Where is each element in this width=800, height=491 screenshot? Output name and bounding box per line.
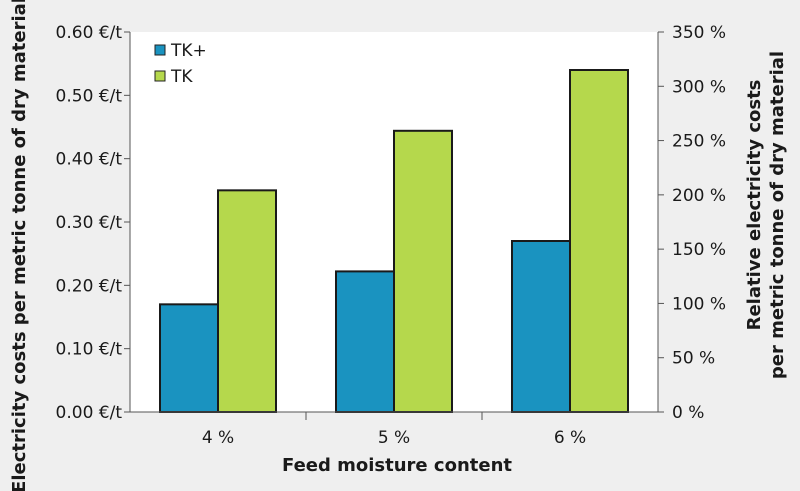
x-tick-label: 5 %: [378, 428, 410, 448]
y-tick-label-left: 0.10 €/t: [56, 340, 123, 360]
y-tick-label-right: 0 %: [672, 403, 704, 423]
y-tick-label-right: 150 %: [672, 240, 726, 260]
y-axis-title-left: Electricity costs per metric tonne of dr…: [9, 0, 30, 491]
bar-tk-3: [569, 69, 629, 413]
legend-swatch-tk: [154, 70, 166, 82]
legend-swatch-tk-plus: [154, 44, 166, 56]
y-tick-label-left: 0.50 €/t: [56, 86, 123, 106]
y-tick-label-right: 100 %: [672, 294, 726, 314]
y-tick-label-left: 0.30 €/t: [56, 213, 123, 233]
bar-tk-2: [393, 129, 453, 414]
bar-tk-1: [217, 189, 277, 413]
y-tick-label-right: 350 %: [672, 23, 726, 43]
y-axis-title-right-line1: Relative electricity costs: [744, 80, 765, 331]
y-tick-label-right: 250 %: [672, 132, 726, 152]
legend-label-tk-plus: TK+: [170, 41, 207, 61]
y-tick-label-right: 300 %: [672, 77, 726, 97]
ticks-layer: 4 % 5 % 6 % 0.00 €/t 0.10 €/t 0.20 €/t 0.30 €/…: [56, 23, 726, 448]
y-tick-label-right: 50 %: [672, 349, 715, 369]
y-tick-label-left: 0.40 €/t: [56, 150, 123, 170]
y-tick-label-left: 0.00 €/t: [56, 403, 123, 423]
bar-tk-plus-2: [335, 270, 395, 413]
legend: TK+ TK: [154, 41, 207, 87]
y-tick-label-left: 0.60 €/t: [56, 23, 123, 43]
bars-layer: [159, 69, 629, 414]
bar-tk-plus-3: [511, 240, 571, 413]
x-axis-title: Feed moisture content: [282, 455, 512, 476]
y-axis-title-right-line2: per metric tonne of dry material: [767, 51, 788, 379]
y-tick-label-left: 0.20 €/t: [56, 276, 123, 296]
y-tick-label-right: 200 %: [672, 186, 726, 206]
bar-tk-plus-1: [159, 303, 219, 414]
x-tick-label: 6 %: [554, 428, 586, 448]
x-tick-label: 4 %: [202, 428, 234, 448]
legend-label-tk: TK: [170, 67, 193, 87]
